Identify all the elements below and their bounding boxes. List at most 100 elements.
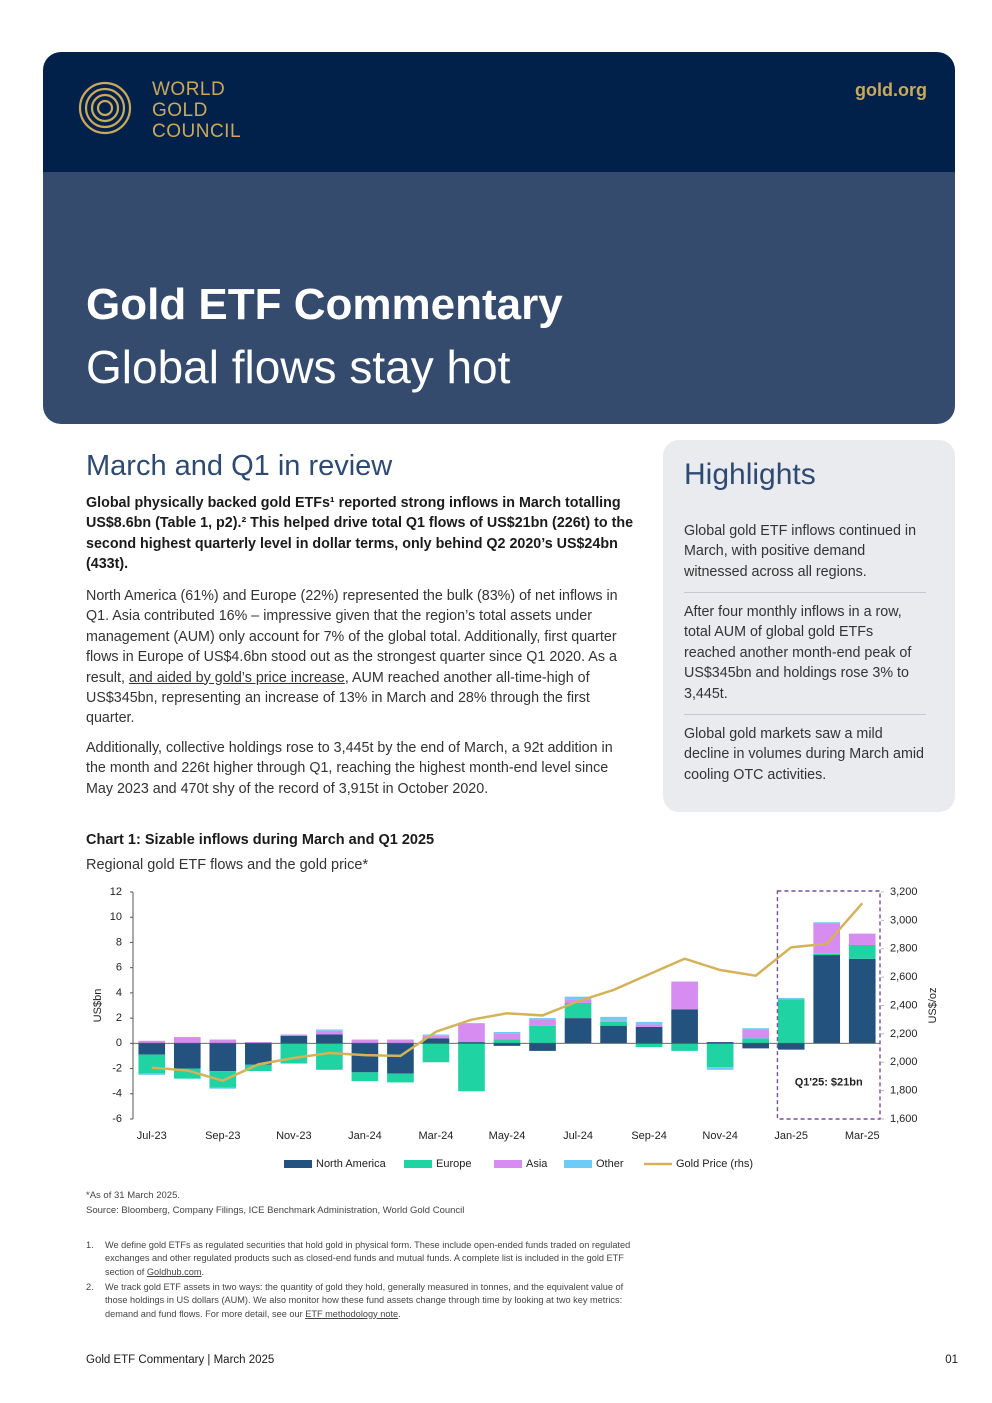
y-tick-label: 12 [110,886,122,898]
bar [138,1040,166,1044]
y-tick-label: 6 [116,962,122,974]
highlights-heading: Highlights [684,458,816,491]
bar [316,1029,343,1031]
bar [387,1073,414,1083]
y2-tick-label: 3,000 [890,914,918,926]
bar [742,1043,769,1049]
y2-tick-label: 2,200 [890,1028,918,1040]
annotation-box [776,890,881,1120]
bar [777,1043,805,1050]
bar [280,1035,308,1044]
text: . [398,1308,401,1319]
bar [209,1043,237,1072]
y-tick-label: -4 [112,1088,122,1100]
chart-subtitle: Regional gold ETF flows and the gold pri… [86,857,369,873]
y-tick-label: 2 [116,1012,122,1024]
bar [564,996,592,1000]
legend-swatch [404,1160,432,1168]
header-bar [43,52,955,172]
site-link[interactable]: gold.org [855,80,927,100]
bar [245,1042,272,1044]
bar [600,1021,627,1026]
bar [742,1028,769,1030]
bar [635,1043,663,1048]
link[interactable]: Goldhub.com [146,1266,202,1277]
y-tick-label: -6 [112,1113,122,1125]
bar [422,1043,450,1063]
bar [209,1071,237,1088]
bar [777,999,805,1044]
bar [173,1068,201,1079]
bar [316,1034,343,1044]
y2-tick-label: 1,600 [890,1113,918,1125]
bar [706,1067,734,1070]
bar [671,1043,698,1051]
page-number: 01 [945,1354,958,1366]
bar [564,1002,592,1019]
y2-tick-label: 3,200 [890,886,918,898]
text: , AUM reached another all-time-high of U… [86,669,590,727]
y-tick-label: 8 [116,936,122,948]
highlight: After four monthly inflows in a row, tot… [684,604,912,702]
y2-tick-label: 2,600 [890,971,918,983]
source: Source: Bloomberg, Company Filings, ICE … [86,1205,465,1216]
bar [848,933,876,945]
bar [422,1035,450,1039]
legend-label: North America [316,1158,387,1170]
annotation: Q1'25: $21bn [795,1076,863,1088]
logo-text: GOLD [152,100,208,121]
x-tick-label: Sep-23 [205,1130,240,1142]
legend-swatch [494,1160,522,1168]
header-banner [43,172,955,424]
bar [493,1033,521,1040]
bar [600,1016,627,1021]
section-heading: March and Q1 in review [86,450,393,482]
y2-tick-label: 2,400 [890,999,918,1011]
bar [138,1073,166,1075]
bar [848,944,876,959]
bar [493,1039,521,1044]
bar [777,997,805,1000]
bar [493,1031,521,1034]
footnote-number: 2. [86,1282,94,1292]
legend-label: Asia [526,1158,548,1170]
bar [635,1024,663,1027]
x-tick-label: Nov-24 [702,1130,737,1142]
highlight: Global gold ETF inflows continued in Mar… [684,523,917,580]
bar [316,1043,343,1070]
separator [684,714,926,715]
bar [280,1034,308,1036]
bar [458,1043,485,1092]
bar [529,1043,556,1051]
x-tick-label: Mar-25 [845,1130,880,1142]
logo-mark [78,81,132,135]
bar [422,1038,450,1044]
link[interactable]: and aided by gold’s price increase [128,669,345,686]
bar [706,1043,734,1068]
intro: Global physically backed gold ETFs¹ repo… [86,495,634,573]
paragraph: North America (61%) and Europe (22%) rep… [86,586,634,729]
y2-tick-label: 1,800 [890,1085,918,1097]
bar [742,1038,769,1044]
bar [600,1025,627,1044]
bar [351,1072,379,1082]
y2-axis-label: US$/oz [927,987,939,1023]
x-tick-label: Mar-24 [419,1130,454,1142]
footnote-number: 1. [86,1240,94,1250]
link[interactable]: ETF methodology note [305,1308,399,1319]
y-tick-label: 4 [116,987,122,999]
highlight: Global gold markets saw a mild decline i… [684,726,924,783]
bar [387,1039,414,1044]
y2-tick-label: 2,000 [890,1056,918,1068]
text: . [201,1266,205,1277]
footnote: 1. We define gold ETFs as regulated secur… [86,1239,631,1279]
title: Gold ETF Commentary [86,280,563,329]
bar [600,1020,627,1022]
footnote: 2. We track gold ETF assets in two ways: … [86,1281,631,1321]
text: We define gold ETFs as regulated securit… [105,1240,631,1277]
bar [458,1042,485,1044]
bar [351,1039,379,1044]
subtitle: Global flows stay hot [86,341,511,393]
y-axis-label: US$bn [92,989,104,1023]
